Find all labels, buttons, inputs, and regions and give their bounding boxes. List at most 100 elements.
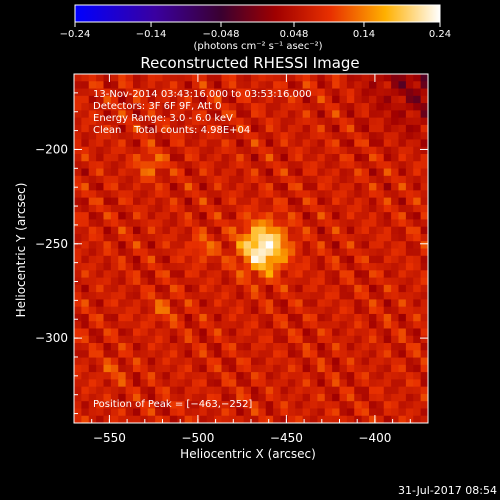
heatmap-cell	[243, 255, 252, 264]
heatmap-cell	[221, 103, 230, 111]
heatmap-cell	[155, 219, 163, 228]
heatmap-cell	[169, 401, 178, 409]
heatmap-cell	[398, 241, 407, 249]
heatmap-cell	[88, 204, 97, 213]
heatmap-cell	[125, 306, 134, 315]
heatmap-cell	[251, 183, 259, 191]
heatmap-cell	[140, 197, 149, 206]
heatmap-cell	[287, 292, 296, 300]
heatmap-cell	[354, 292, 363, 300]
heatmap-cell	[280, 364, 289, 373]
heatmap-cell	[177, 313, 186, 322]
heatmap-cell	[391, 270, 399, 278]
heatmap-cell	[184, 364, 193, 373]
heatmap-cell	[265, 393, 274, 402]
heatmap-cell	[199, 313, 208, 322]
heatmap-cell	[140, 139, 149, 148]
heatmap-cell	[155, 183, 163, 191]
heatmap-cell	[118, 343, 127, 351]
heatmap-cell	[88, 401, 97, 409]
heatmap-cell	[96, 190, 104, 198]
heatmap-cell	[206, 343, 215, 351]
heatmap-cell	[376, 248, 385, 257]
heatmap-cell	[184, 103, 193, 111]
heatmap-cell	[251, 415, 259, 424]
heatmap-cell	[295, 306, 304, 315]
heatmap-cell	[295, 364, 304, 373]
heatmap-cell	[243, 212, 252, 220]
heatmap-cell	[361, 408, 370, 417]
heatmap-cell	[214, 313, 222, 322]
heatmap-cell	[81, 364, 90, 373]
heatmap-cell	[74, 321, 82, 329]
heatmap-cell	[140, 401, 149, 409]
heatmap-cell	[96, 197, 104, 206]
heatmap-cell	[317, 299, 326, 308]
heatmap-cell	[361, 357, 370, 366]
heatmap-cell	[236, 415, 245, 424]
heatmap-cell	[265, 103, 274, 111]
heatmap-cell	[405, 357, 414, 366]
heatmap-cell	[192, 81, 200, 89]
heatmap-cell	[184, 350, 193, 358]
heatmap-cell	[177, 183, 186, 191]
heatmap-cell	[243, 139, 252, 148]
heatmap-cell	[147, 81, 156, 89]
heatmap-cell	[354, 364, 363, 373]
heatmap-cell	[258, 146, 267, 155]
heatmap-cell	[324, 117, 333, 126]
heatmap-cell	[339, 313, 348, 322]
heatmap-cell	[169, 379, 178, 388]
annotation-detectors: Detectors: 3F 6F 9F, Att 0	[93, 101, 221, 112]
heatmap-cell	[133, 204, 141, 213]
heatmap-cell	[206, 372, 215, 380]
heatmap-cell	[228, 379, 237, 388]
heatmap-cell	[258, 415, 267, 424]
heatmap-cell	[324, 146, 333, 155]
heatmap-cell	[376, 146, 385, 155]
heatmap-cell	[228, 241, 237, 249]
heatmap-cell	[243, 95, 252, 104]
heatmap-cell	[258, 255, 267, 264]
heatmap-cell	[383, 110, 392, 119]
heatmap-cell	[103, 204, 112, 213]
heatmap-cell	[369, 408, 377, 417]
heatmap-cell	[369, 415, 377, 424]
heatmap-cell	[265, 350, 274, 358]
heatmap-cell	[192, 103, 200, 111]
heatmap-cell	[162, 74, 171, 82]
heatmap-cell	[88, 168, 97, 177]
heatmap-cell	[133, 117, 141, 126]
heatmap-cell	[110, 357, 119, 366]
heatmap-cell	[369, 321, 377, 329]
heatmap-cell	[184, 255, 193, 264]
heatmap-cell	[243, 321, 252, 329]
heatmap-cell	[317, 255, 326, 264]
heatmap-cell	[295, 357, 304, 366]
heatmap-cell	[398, 139, 407, 148]
heatmap-cell	[295, 270, 304, 278]
footer-timestamp: 31-Jul-2017 08:54	[398, 484, 497, 497]
heatmap-cell	[383, 74, 392, 82]
heatmap-cell	[280, 146, 289, 155]
heatmap-cell	[405, 241, 414, 249]
heatmap-cell	[118, 408, 127, 417]
heatmap-cell	[110, 168, 119, 177]
heatmap-cell	[332, 357, 340, 366]
heatmap-cell	[295, 379, 304, 388]
heatmap-cell	[251, 386, 259, 395]
heatmap-cell	[199, 248, 208, 257]
heatmap-cell	[228, 415, 237, 424]
heatmap-cell	[420, 88, 429, 97]
heatmap-cell	[420, 204, 429, 213]
heatmap-cell	[96, 292, 104, 300]
heatmap-cell	[258, 350, 267, 358]
heatmap-cell	[199, 110, 208, 119]
heatmap-cell	[88, 379, 97, 388]
heatmap-cell	[302, 306, 311, 315]
heatmap-cell	[413, 335, 422, 344]
heatmap-cell	[74, 153, 82, 162]
heatmap-cell	[265, 212, 274, 220]
heatmap-cell	[258, 263, 267, 271]
heatmap-cell	[332, 343, 340, 351]
